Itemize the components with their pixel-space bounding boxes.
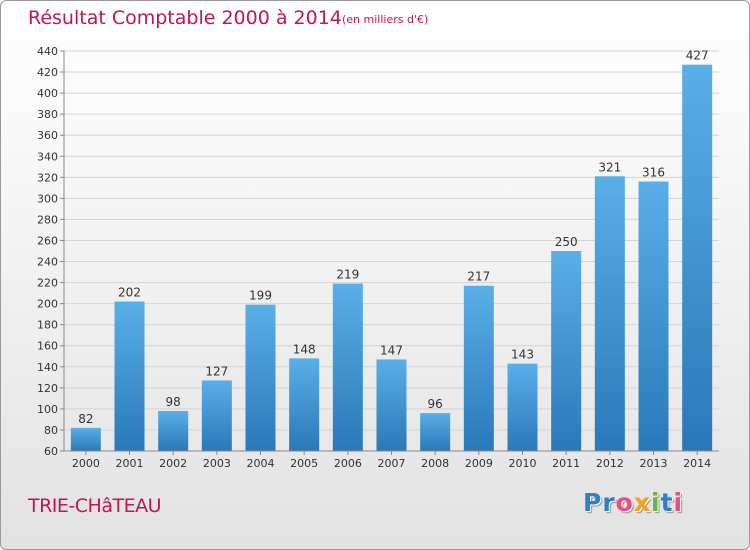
bar-value-label: 127 xyxy=(205,364,228,378)
y-tick-label: 420 xyxy=(37,66,58,79)
x-tick-label: 2001 xyxy=(116,457,144,470)
x-tick-label: 2013 xyxy=(640,457,668,470)
y-tick-label: 280 xyxy=(37,213,58,226)
bar-2002 xyxy=(158,411,189,451)
y-tick-label: 440 xyxy=(37,45,58,58)
x-tick-label: 2012 xyxy=(596,457,624,470)
bar-value-label: 217 xyxy=(467,270,490,284)
bar-value-label: 199 xyxy=(249,289,272,303)
x-tick-label: 2006 xyxy=(334,457,362,470)
bar-2012 xyxy=(594,176,625,451)
chart-title: Résultat Comptable 2000 à 2014 xyxy=(28,7,342,29)
x-tick-label: 2007 xyxy=(378,457,406,470)
x-tick-label: 2002 xyxy=(159,457,187,470)
x-tick-label: 2008 xyxy=(421,457,449,470)
y-tick-label: 340 xyxy=(37,150,58,163)
y-tick-label: 180 xyxy=(37,319,58,332)
bar-2010 xyxy=(507,363,538,451)
bar-2009 xyxy=(463,285,494,451)
x-tick-label: 2009 xyxy=(465,457,493,470)
x-tick-label: 2003 xyxy=(203,457,231,470)
y-tick-label: 380 xyxy=(37,108,58,121)
bar-2001 xyxy=(114,301,145,451)
x-tick-label: 2000 xyxy=(72,457,100,470)
bar-2014 xyxy=(682,64,713,452)
bar-2006 xyxy=(332,283,363,451)
logo-letter: i xyxy=(673,488,684,517)
y-tick-label: 140 xyxy=(37,361,58,374)
bar-2007 xyxy=(376,359,407,451)
y-tick-label: 360 xyxy=(37,129,58,142)
bar-2008 xyxy=(420,413,451,451)
x-tick-label: 2005 xyxy=(290,457,318,470)
logo-letter: i xyxy=(651,488,661,517)
y-tick-label: 60 xyxy=(44,445,58,458)
y-tick-label: 300 xyxy=(37,192,58,205)
y-tick-label: 80 xyxy=(44,424,58,437)
logo-letter: o xyxy=(615,488,634,517)
bar-value-label: 147 xyxy=(380,343,403,357)
y-tick-label: 400 xyxy=(37,87,58,100)
bar-value-label: 82 xyxy=(78,412,93,426)
commune-name: TRIE-CHâTEAU xyxy=(28,495,161,517)
y-tick-label: 320 xyxy=(37,171,58,184)
logo-letter: t xyxy=(660,488,674,517)
proxiti-logo: Proxiti xyxy=(583,488,683,517)
x-tick-label: 2014 xyxy=(683,457,711,470)
chart-subtitle: (en milliers d'€) xyxy=(342,13,429,26)
bar-value-label: 143 xyxy=(511,348,534,362)
bar-2005 xyxy=(289,358,320,451)
bar-value-label: 316 xyxy=(642,166,665,180)
bar-value-label: 427 xyxy=(686,49,709,63)
bar-value-label: 98 xyxy=(166,395,181,409)
y-tick-label: 160 xyxy=(37,340,58,353)
logo-letter: r xyxy=(602,488,616,517)
bar-value-label: 202 xyxy=(118,286,141,300)
x-tick-label: 2010 xyxy=(509,457,537,470)
bar-value-label: 148 xyxy=(293,342,316,356)
bar-value-label: 250 xyxy=(555,235,578,249)
logo-letter: x xyxy=(633,488,651,517)
bar-2004 xyxy=(245,304,276,451)
bar-value-label: 96 xyxy=(428,397,443,411)
y-tick-label: 100 xyxy=(37,403,58,416)
y-tick-label: 260 xyxy=(37,234,58,247)
x-tick-label: 2011 xyxy=(552,457,580,470)
bar-2000 xyxy=(70,427,101,451)
y-tick-label: 220 xyxy=(37,277,58,290)
y-tick-label: 240 xyxy=(37,256,58,269)
bar-2013 xyxy=(638,181,669,452)
y-tick-label: 200 xyxy=(37,298,58,311)
bar-2011 xyxy=(551,251,582,451)
x-tick-label: 2004 xyxy=(247,457,275,470)
bar-value-label: 321 xyxy=(598,160,621,174)
bar-2003 xyxy=(201,380,232,451)
y-tick-label: 120 xyxy=(37,382,58,395)
logo-letter: P xyxy=(583,488,603,517)
bar-value-label: 219 xyxy=(336,268,359,282)
